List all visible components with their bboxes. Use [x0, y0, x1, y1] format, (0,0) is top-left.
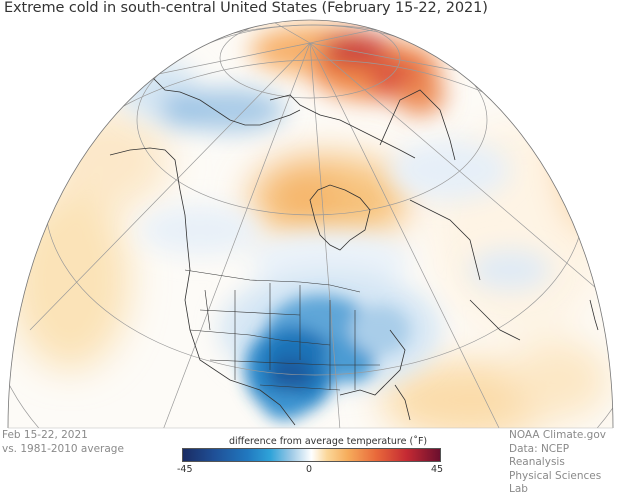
date-note: Feb 15-22, 2021 vs. 1981-2010 average	[2, 429, 124, 456]
temperature-anomaly-globe	[7, 19, 614, 429]
credit-data: Data: NCEP Reanalysis	[509, 442, 570, 469]
legend-title: difference from average temperature (˚F)	[229, 436, 428, 447]
credit-source: NOAA Climate.gov	[509, 429, 606, 441]
us-cold-anomaly	[245, 295, 410, 420]
chart-title: Extreme cold in south-central United Sta…	[4, 0, 488, 16]
arctic-warm-anomaly	[250, 25, 445, 115]
legend-max-label: 45	[431, 464, 444, 475]
date-range: Feb 15-22, 2021	[2, 429, 88, 441]
credit-lab: Physical Sciences Lab	[509, 469, 602, 496]
globe-outline	[7, 19, 614, 429]
credits: NOAA Climate.gov Data: NCEP Reanalysis P…	[509, 429, 620, 497]
legend-min-label: -45	[177, 464, 193, 475]
legend-mid-label: 0	[306, 464, 313, 475]
color-scale-bar	[182, 448, 441, 462]
baseline-period: vs. 1981-2010 average	[2, 442, 124, 455]
us-state-borders	[184, 269, 380, 391]
coastlines	[109, 74, 599, 426]
globe-surface	[8, 20, 613, 428]
